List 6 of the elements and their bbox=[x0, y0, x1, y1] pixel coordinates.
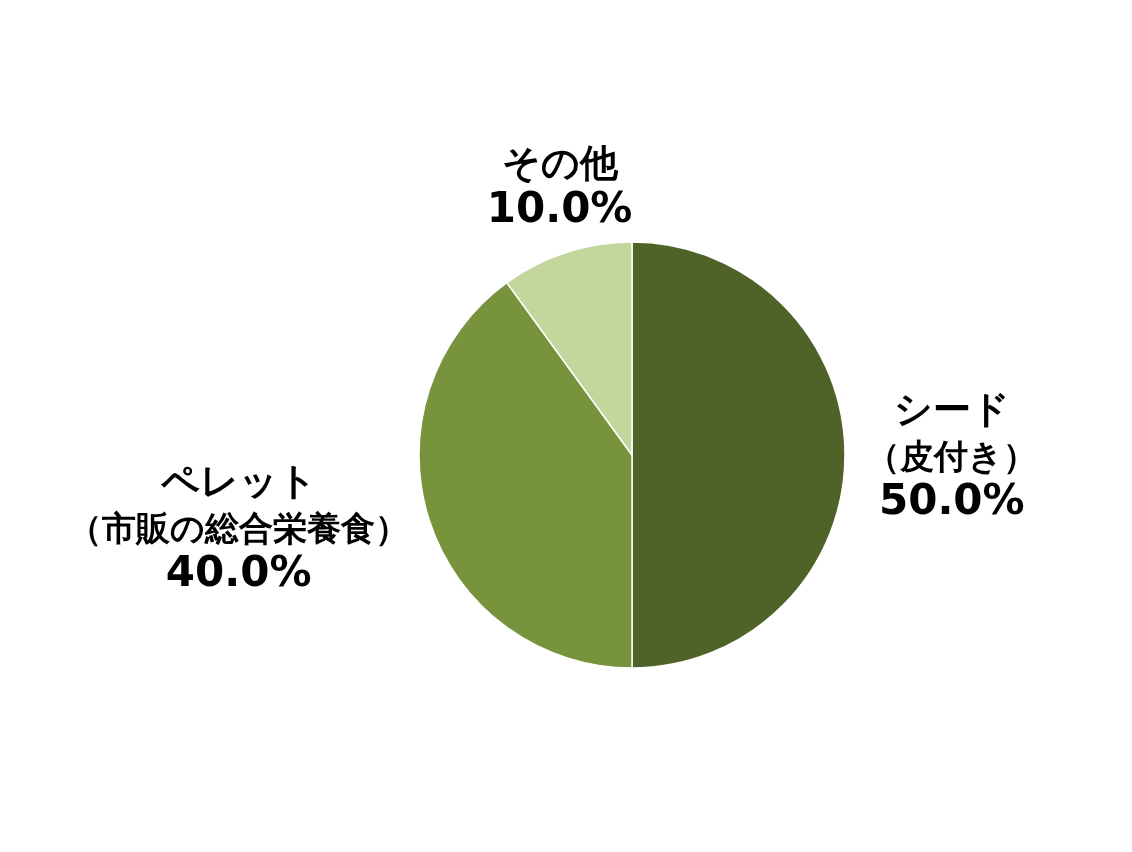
slice-label: ペレット（市販の総合栄養食） bbox=[68, 458, 410, 548]
data-label: 40.0% bbox=[165, 546, 312, 596]
data-label: 50.0% bbox=[878, 474, 1025, 524]
data-label: 10.0% bbox=[486, 183, 633, 233]
slice-label: その他 bbox=[501, 141, 619, 186]
slice-label: シード（皮付き） bbox=[866, 386, 1038, 476]
